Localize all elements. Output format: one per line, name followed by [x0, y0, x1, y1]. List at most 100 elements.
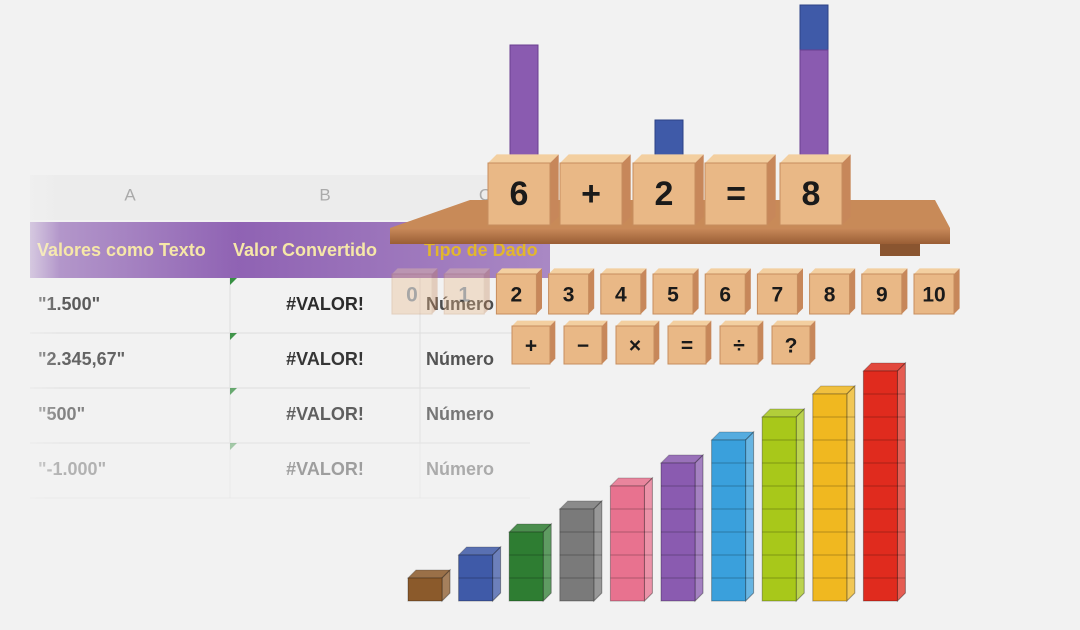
tile-face — [779, 162, 843, 226]
rod — [711, 439, 747, 602]
tile-face — [563, 325, 603, 365]
rod — [862, 370, 898, 602]
tile-top — [705, 154, 776, 163]
tile-top — [512, 320, 556, 326]
rod — [761, 416, 797, 602]
tile-side — [654, 320, 660, 364]
tile-label: 6 — [719, 284, 731, 307]
tile: 3 — [548, 268, 595, 315]
tile-face — [600, 273, 642, 315]
tile: 9 — [861, 268, 908, 315]
row: "2.345,67" #VALOR! Número — [30, 333, 530, 389]
tile-side — [536, 268, 542, 314]
tile-top — [809, 268, 856, 274]
tile-top — [705, 268, 751, 274]
tile-top — [616, 320, 660, 326]
tile: 1 — [443, 268, 490, 315]
rod-side — [795, 407, 805, 603]
tile-side — [602, 320, 608, 364]
tile-label: 2 — [655, 175, 674, 213]
tile: 8 — [809, 268, 856, 315]
tile-top — [564, 320, 608, 326]
cell: Número — [426, 294, 494, 314]
tile-label: 4 — [615, 284, 627, 307]
tile-face — [495, 273, 537, 315]
tile: 10 — [913, 268, 960, 315]
cell-flag — [230, 443, 237, 450]
cell: #VALOR! — [286, 349, 364, 369]
board-leg — [880, 244, 920, 256]
tile-top — [444, 268, 490, 274]
rod — [812, 393, 848, 602]
tile-top — [392, 268, 438, 274]
cell: #VALOR! — [286, 459, 364, 479]
rods — [406, 361, 907, 603]
tile-label: 1 — [458, 284, 470, 307]
tile: + — [511, 320, 556, 365]
tile: ? — [771, 320, 816, 365]
tile-face — [809, 273, 851, 315]
tower — [799, 49, 829, 163]
tile-label: 9 — [876, 284, 888, 307]
towers — [509, 4, 829, 163]
tile: × — [615, 320, 660, 365]
rod — [559, 508, 595, 602]
tile-side — [849, 268, 856, 314]
tile: 0 — [391, 268, 438, 315]
rod-side — [745, 430, 755, 603]
cell-flag — [230, 388, 237, 395]
column-letter: B — [319, 185, 330, 204]
tile-face — [652, 273, 694, 315]
tile-label: 5 — [667, 284, 679, 307]
column-letter: A — [124, 185, 136, 204]
row: "-1.000" #VALOR! Número — [30, 443, 530, 499]
tile-top — [914, 268, 960, 274]
rod — [407, 577, 443, 602]
cell: #VALOR! — [286, 294, 364, 314]
tile-top — [600, 268, 647, 274]
tile-side — [758, 320, 764, 364]
tile-label: + — [525, 335, 537, 358]
tile-side — [695, 154, 704, 225]
cell: Número — [426, 404, 494, 424]
tile-top — [780, 154, 851, 163]
board-front — [390, 228, 950, 244]
tile-side — [588, 268, 595, 314]
tile: − — [563, 320, 608, 365]
tile: = — [667, 320, 712, 365]
tile-top — [653, 268, 699, 274]
tile-face — [559, 162, 623, 226]
tile-top — [772, 320, 816, 326]
tile-face — [443, 273, 485, 315]
tile-face — [704, 162, 768, 226]
tile-label: × — [629, 335, 641, 358]
tile-label: ÷ — [733, 335, 745, 358]
tile-label: 10 — [922, 284, 945, 307]
tile-face — [632, 162, 696, 226]
tile-side — [810, 320, 816, 364]
tower — [799, 4, 829, 51]
tile-label: = — [681, 335, 693, 358]
tile: 8 — [779, 154, 851, 226]
rod — [458, 554, 494, 602]
tile-label: ? — [785, 335, 798, 358]
tile-face — [704, 273, 746, 315]
tile-top — [633, 154, 704, 163]
tile-side — [640, 268, 647, 314]
fade — [0, 170, 60, 500]
cell-flag — [230, 278, 237, 285]
tile-label: 8 — [824, 284, 836, 307]
tile-side — [745, 268, 751, 314]
tower — [509, 44, 539, 161]
rod-side — [542, 522, 552, 603]
tile-face — [548, 273, 590, 315]
tile-face — [511, 325, 551, 365]
tile-top — [757, 268, 803, 274]
tile-top — [720, 320, 764, 326]
tile-face — [913, 273, 955, 315]
cell: Número — [426, 459, 494, 479]
tile-side — [767, 154, 776, 225]
header-cell: Tipo de Dado — [424, 240, 538, 260]
tile-face — [719, 325, 759, 365]
tile-top — [496, 268, 542, 274]
